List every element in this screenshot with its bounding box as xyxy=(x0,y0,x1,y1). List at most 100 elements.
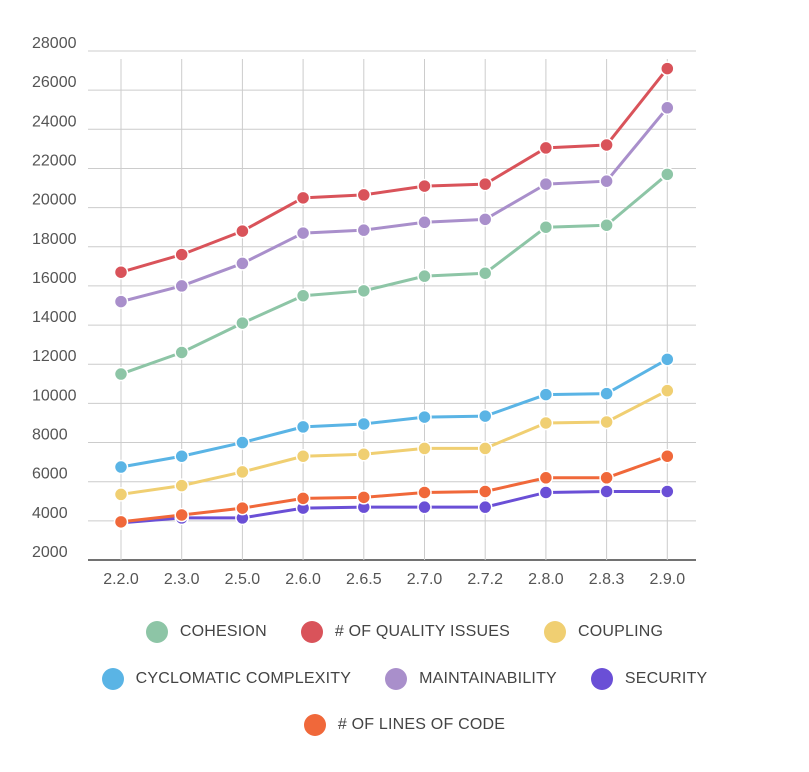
data-point[interactable] xyxy=(660,167,675,182)
y-tick-label: 10000 xyxy=(32,387,77,404)
x-tick-label: 2.8.3 xyxy=(589,571,625,588)
data-point[interactable] xyxy=(235,435,250,450)
data-point[interactable] xyxy=(417,409,432,425)
data-point[interactable] xyxy=(477,408,493,424)
data-point[interactable] xyxy=(295,419,311,435)
data-point[interactable] xyxy=(174,278,189,294)
legend-item-maintainability[interactable]: MAINTAINABILITY xyxy=(385,668,557,690)
data-point[interactable] xyxy=(599,173,614,189)
y-tick-label: 26000 xyxy=(32,74,77,91)
data-point[interactable] xyxy=(356,187,372,203)
data-point[interactable] xyxy=(477,265,493,281)
data-point[interactable] xyxy=(477,212,493,227)
data-point[interactable] xyxy=(417,485,432,500)
data-point[interactable] xyxy=(295,491,311,506)
series-line xyxy=(119,389,669,496)
data-point[interactable] xyxy=(174,507,189,523)
y-tick-label: 28000 xyxy=(32,35,77,52)
legend-marker-lines-of-code xyxy=(303,714,326,736)
data-point[interactable] xyxy=(599,386,614,401)
series-group xyxy=(113,352,675,475)
data-point[interactable] xyxy=(235,223,250,239)
data-point[interactable] xyxy=(538,485,554,500)
x-tick-label: 2.5.0 xyxy=(225,571,261,588)
data-point[interactable] xyxy=(113,487,129,502)
legend-marker-coupling xyxy=(543,621,566,643)
legend-item-coupling[interactable]: COUPLING xyxy=(543,621,663,643)
data-point[interactable] xyxy=(174,247,189,262)
data-point[interactable] xyxy=(174,478,189,493)
data-point[interactable] xyxy=(174,345,189,360)
data-point[interactable] xyxy=(113,459,129,475)
data-point[interactable] xyxy=(356,416,372,432)
data-point[interactable] xyxy=(660,448,675,464)
legend-marker-security xyxy=(590,668,613,690)
x-tick-label: 2.8.0 xyxy=(528,571,564,588)
data-point[interactable] xyxy=(356,283,372,299)
y-tick-label: 18000 xyxy=(32,231,77,248)
data-point[interactable] xyxy=(660,383,675,398)
data-point[interactable] xyxy=(477,176,493,192)
series-group xyxy=(113,383,675,502)
data-point[interactable] xyxy=(113,264,129,280)
data-point[interactable] xyxy=(477,484,493,499)
y-tick-label: 6000 xyxy=(32,466,68,483)
data-point[interactable] xyxy=(235,500,250,516)
series-group xyxy=(113,448,675,530)
data-point[interactable] xyxy=(538,415,554,431)
legend-item-cohesion[interactable]: COHESION xyxy=(145,621,267,643)
data-point[interactable] xyxy=(295,288,311,303)
legend-item-quality-issues[interactable]: # OF QUALITY ISSUES xyxy=(300,621,510,643)
data-point[interactable] xyxy=(417,268,432,284)
data-point[interactable] xyxy=(599,217,614,233)
data-point[interactable] xyxy=(417,441,432,456)
data-point[interactable] xyxy=(417,499,432,515)
series-line xyxy=(119,172,669,376)
legend-item-lines-of-code[interactable]: # OF LINES OF CODE xyxy=(303,714,506,736)
legend-item-cyclomatic-complexity[interactable]: CYCLOMATIC COMPLEXITY xyxy=(101,668,352,690)
legend-marker-cohesion xyxy=(145,621,168,643)
y-tick-label: 4000 xyxy=(32,505,68,522)
data-point[interactable] xyxy=(174,448,189,464)
data-point[interactable] xyxy=(538,140,554,156)
data-point[interactable] xyxy=(295,190,311,206)
data-point[interactable] xyxy=(113,514,129,530)
data-point[interactable] xyxy=(599,137,614,153)
data-point[interactable] xyxy=(660,352,675,367)
data-point[interactable] xyxy=(113,366,129,382)
data-point[interactable] xyxy=(599,414,614,430)
data-point[interactable] xyxy=(356,490,372,505)
data-point[interactable] xyxy=(660,100,675,116)
y-tick-label: 16000 xyxy=(32,270,77,287)
series-line xyxy=(119,106,669,304)
x-tick-label: 2.6.0 xyxy=(285,571,321,588)
data-point[interactable] xyxy=(538,176,554,192)
data-point[interactable] xyxy=(599,484,614,499)
data-point[interactable] xyxy=(477,499,493,515)
data-point[interactable] xyxy=(417,215,432,230)
data-point[interactable] xyxy=(295,448,311,464)
data-point[interactable] xyxy=(295,225,311,241)
data-point[interactable] xyxy=(538,387,554,402)
data-point[interactable] xyxy=(417,178,432,194)
data-point[interactable] xyxy=(477,441,493,456)
y-tick-label: 14000 xyxy=(32,309,77,326)
data-point[interactable] xyxy=(113,294,129,309)
data-point[interactable] xyxy=(356,222,372,238)
x-tick-label: 2.7.2 xyxy=(467,571,503,588)
legend-item-security[interactable]: SECURITY xyxy=(590,668,708,690)
data-point[interactable] xyxy=(356,447,372,462)
y-axis-ticks: 2000 4000 6000 8000 10000 12000 14000 16000 1800… xyxy=(32,35,77,561)
data-point[interactable] xyxy=(538,470,554,486)
data-point[interactable] xyxy=(599,470,614,486)
data-point[interactable] xyxy=(235,256,250,271)
y-tick-label: 2000 xyxy=(32,544,68,561)
data-point[interactable] xyxy=(235,315,250,331)
data-point[interactable] xyxy=(235,464,250,480)
data-point[interactable] xyxy=(538,219,554,235)
data-point[interactable] xyxy=(660,484,675,499)
x-tick-label: 2.7.0 xyxy=(407,571,443,588)
data-point[interactable] xyxy=(660,61,675,76)
legend-label-lines-of-code: # OF LINES OF CODE xyxy=(337,716,506,733)
legend-label-maintainability: MAINTAINABILITY xyxy=(419,670,557,687)
